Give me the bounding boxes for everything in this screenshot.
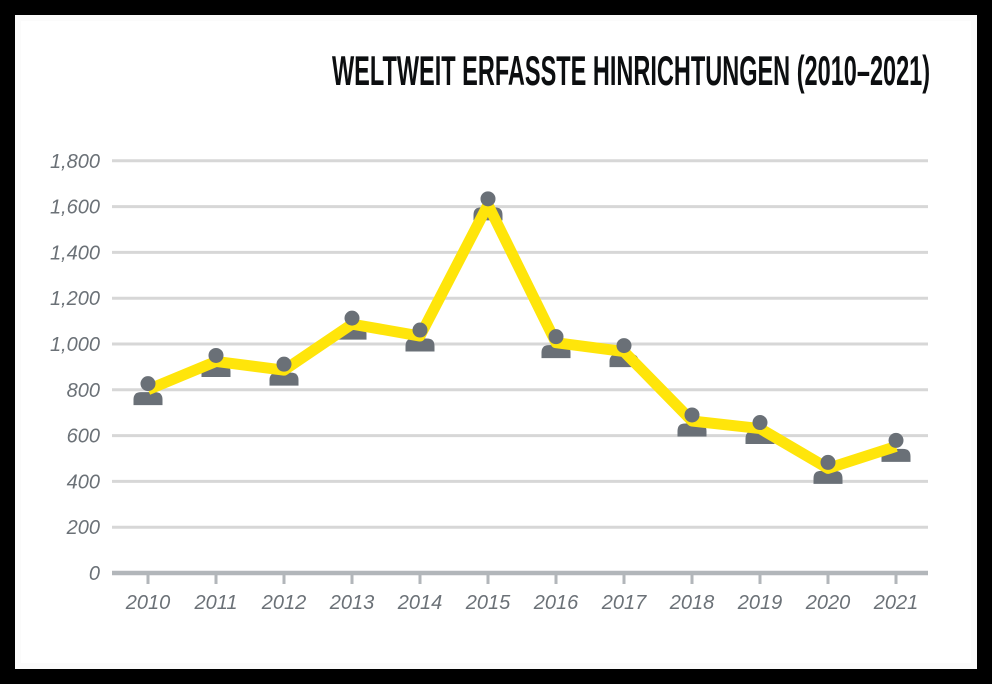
y-tick-label: 1,600 — [50, 197, 100, 219]
person-marker-head — [684, 407, 700, 423]
y-tick-label: 400 — [67, 471, 100, 493]
y-tick-label: 0 — [89, 563, 100, 585]
person-marker-head — [208, 347, 224, 363]
chart-title: WELTWEIT ERFASSTE HINRICHTUNGEN (2010–20… — [97, 50, 930, 92]
x-tick-label: 2013 — [329, 592, 375, 614]
person-marker-head — [480, 191, 496, 207]
x-tick-label: 2011 — [193, 592, 237, 614]
x-tick-label: 2012 — [261, 592, 307, 614]
chart-title-text: WELTWEIT ERFASSTE HINRICHTUNGEN (2010–20… — [331, 47, 931, 94]
x-tick-label: 2018 — [669, 592, 715, 614]
x-tick-label: 2014 — [397, 592, 443, 614]
y-tick-label: 1,000 — [50, 334, 100, 356]
person-marker-body — [813, 470, 843, 484]
person-marker-body — [269, 372, 299, 386]
person-marker-body — [133, 392, 163, 406]
person-marker-body — [405, 338, 435, 352]
person-marker-head — [140, 376, 156, 392]
person-marker-head — [548, 329, 564, 345]
trend-line — [145, 199, 898, 474]
person-marker-head — [888, 432, 904, 448]
y-tick-label: 800 — [67, 380, 100, 402]
x-tick-label: 2019 — [737, 592, 783, 614]
y-tick-label: 1,200 — [50, 288, 100, 310]
person-marker-head — [820, 454, 836, 470]
x-tick-label: 2021 — [873, 592, 919, 614]
person-marker-head — [276, 356, 292, 372]
x-tick-label: 2020 — [805, 592, 851, 614]
person-marker-head — [752, 415, 768, 431]
y-tick-label: 1,800 — [50, 151, 100, 173]
y-tick-label: 600 — [67, 426, 100, 448]
y-tick-label: 200 — [66, 517, 100, 539]
x-tick-label: 2010 — [125, 592, 171, 614]
x-tick-label: 2016 — [533, 592, 579, 614]
person-marker-head — [616, 338, 632, 354]
person-marker-head — [412, 322, 428, 338]
person-marker-head — [344, 310, 360, 326]
x-tick-label: 2017 — [601, 592, 647, 614]
x-tick-label: 2015 — [465, 592, 511, 614]
y-tick-label: 1,400 — [50, 242, 100, 264]
